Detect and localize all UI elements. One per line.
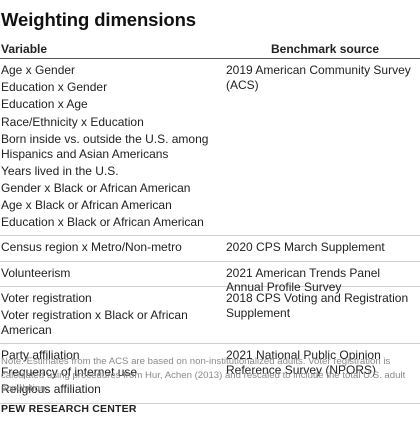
variable-item: Voter registration — [1, 290, 92, 305]
variable-cell: Voter registration Voter registration x B… — [1, 291, 213, 338]
variable-item: Age x Black or African American — [1, 198, 172, 213]
column-header-variable: Variable — [1, 42, 48, 56]
variable-item: Age x Gender — [1, 63, 76, 77]
variable-item: Voter registration x Black or African Am… — [1, 308, 188, 337]
source-credit: PEW RESEARCH CENTER — [1, 403, 137, 415]
benchmark-source-cell: 2021 American Trends Panel Annual Profil… — [226, 265, 381, 295]
table-body: Age x Gender Education x Gender Education … — [0, 59, 420, 404]
table-row: Age x Gender Education x Gender Education … — [0, 59, 420, 237]
variable-cell: Census region x Metro/Non-metro — [1, 240, 213, 255]
table-row: Voter registration Voter registration x B… — [0, 287, 420, 345]
table-row: Party affiliation Frequency of internet u… — [0, 344, 420, 404]
variable-item: Party affiliation — [1, 348, 80, 363]
table-row: Volunteerism 2021 American Trends Panel A… — [0, 262, 420, 294]
variable-item: Born inside vs. outside the U.S. among H… — [1, 131, 209, 161]
variable-item: Census region x Metro/Non-metro — [1, 240, 182, 255]
table-header-row: Variable Benchmark source — [0, 40, 420, 59]
table-row: Census region x Metro/Non-metro 2020 CPS … — [0, 236, 420, 262]
variable-item: Education x Black or African American — [1, 215, 204, 230]
column-header-benchmark-source: Benchmark source — [271, 42, 380, 56]
variable-item: Gender x Black or African American — [1, 180, 191, 195]
page-title: Weighting dimensions — [1, 9, 196, 30]
variable-item: Years lived in the U.S. — [1, 163, 119, 178]
variable-cell: Party affiliation Frequency of internet u… — [1, 348, 213, 397]
weighting-table: Variable Benchmark source Age x Gender Ed… — [0, 40, 420, 404]
table-note: Note: Estimates from the ACS are based o… — [1, 356, 406, 394]
variable-item: Race/Ethnicity x Education — [1, 114, 144, 129]
variable-item: Education x Age — [1, 97, 88, 112]
benchmark-source-cell: 2021 National Public Opinion Reference S… — [226, 348, 381, 377]
variable-item: Frequency of internet use — [1, 365, 138, 380]
variable-item: Religious affiliation — [1, 382, 101, 397]
variable-cell: Volunteerism — [1, 266, 213, 281]
variable-item: Volunteerism — [1, 265, 71, 280]
benchmark-source-cell: 2019 American Community Survey (ACS) — [226, 63, 411, 92]
benchmark-source-cell: 2020 CPS March Supplement — [226, 240, 385, 255]
variable-item: Education x Gender — [1, 80, 108, 95]
benchmark-source-cell: 2018 CPS Voting and Registration Supplem… — [226, 290, 409, 320]
variable-cell: Age x Gender Education x Gender Education … — [1, 63, 213, 230]
